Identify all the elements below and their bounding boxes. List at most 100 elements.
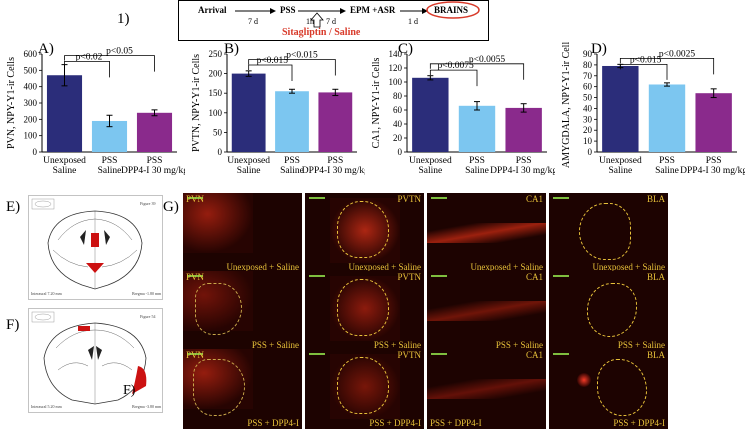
micrograph-condition-label: PSS + Saline bbox=[617, 340, 665, 350]
category-label: Saline bbox=[655, 166, 679, 176]
micrograph-condition-label: Unexposed + Saline bbox=[226, 262, 299, 272]
y-tick-label: 10 bbox=[583, 136, 593, 146]
timeline-step-epm: EPM +ASR bbox=[350, 5, 396, 15]
category-label: PSS bbox=[469, 156, 485, 166]
micrograph-ca1-pss: CA1 PSS + Saline bbox=[427, 271, 546, 351]
timeline-interval-2: 1h bbox=[306, 17, 314, 26]
significance-label: p<0.015 bbox=[630, 55, 662, 65]
timeline-step-brains: BRAINS bbox=[434, 5, 468, 15]
y-tick-label: 40 bbox=[583, 103, 593, 113]
y-tick-label: 600 bbox=[24, 49, 38, 59]
bar bbox=[695, 93, 732, 152]
micrograph-condition-label: PSS + Saline bbox=[251, 340, 299, 350]
panel-number: 1) bbox=[117, 11, 130, 27]
y-tick-label: 20 bbox=[583, 125, 593, 135]
y-axis-label: PVN, NPY-Y1-ir Cells bbox=[6, 57, 17, 149]
micrograph-region-label: BLA bbox=[647, 272, 665, 282]
scale-bar bbox=[553, 275, 569, 277]
atlas-bregma-f: Bregma -3.80 mm bbox=[132, 404, 162, 409]
category-label: DPP4-I 30 mg/kg bbox=[302, 166, 365, 176]
ca1-region-marker bbox=[78, 326, 90, 331]
y-tick-label: 70 bbox=[583, 71, 593, 81]
panel-label-d: D) bbox=[591, 41, 607, 57]
scale-bar bbox=[553, 353, 569, 355]
category-label: Saline bbox=[237, 166, 261, 176]
category-label: PSS bbox=[284, 156, 300, 166]
category-label: Unexposed bbox=[43, 156, 86, 166]
y-tick-label: 40 bbox=[393, 119, 403, 129]
y-tick-label: 0 bbox=[218, 147, 223, 157]
y-tick-label: 50 bbox=[583, 93, 593, 103]
micrograph-region-label: CA1 bbox=[525, 194, 543, 204]
atlas-interaural-e: Interaural 7.20 mm bbox=[31, 291, 63, 296]
y-tick-label: 80 bbox=[393, 91, 403, 101]
scale-bar bbox=[553, 197, 569, 199]
category-label: Saline bbox=[280, 166, 304, 176]
category-label: DPP4-I 30 mg/kg bbox=[490, 166, 555, 176]
significance-label: p<0.015 bbox=[286, 50, 318, 60]
y-tick-label: 100 bbox=[209, 108, 223, 118]
micrograph-region-label: PVN bbox=[186, 350, 205, 360]
scale-bar bbox=[309, 197, 325, 199]
pvn-region-marker bbox=[86, 263, 104, 273]
category-label: PSS bbox=[102, 156, 118, 166]
panel-label-g: G) bbox=[163, 199, 179, 215]
bla-region-marker bbox=[132, 366, 147, 394]
y-tick-label: 100 bbox=[24, 131, 38, 141]
atlas-interaural-f: Interaural 5.20 mm bbox=[31, 404, 63, 409]
y-tick-label: 300 bbox=[24, 98, 38, 108]
atlas-f-label: F) bbox=[123, 383, 136, 398]
scale-bar bbox=[187, 275, 203, 277]
category-label: Saline bbox=[98, 166, 122, 176]
micrograph-region-label: PVN bbox=[186, 194, 205, 204]
y-tick-label: 50 bbox=[213, 127, 223, 137]
micrograph-condition-label: PSS + Saline bbox=[373, 340, 421, 350]
micrograph-pvtn-unexposed: PVTN Unexposed + Saline bbox=[305, 193, 424, 273]
pvtn-region-marker bbox=[91, 233, 99, 247]
micrograph-bla-unexposed: BLA Unexposed + Saline bbox=[549, 193, 668, 273]
panel-label-e: E) bbox=[6, 199, 21, 215]
micrograph-condition-label: Unexposed + Saline bbox=[348, 262, 421, 272]
scale-bar bbox=[431, 275, 447, 277]
micrograph-bla-dpp4: BLA PSS + DPP4-I bbox=[549, 349, 668, 429]
chart-b: 0 50 100 150 200 250 PVTN, NPY-Y1-ir Cells Unex… bbox=[191, 49, 365, 176]
scale-bar bbox=[431, 197, 447, 199]
panel-label-b: B) bbox=[224, 41, 239, 57]
timeline-interval-4: 1 d bbox=[408, 17, 418, 26]
significance-bracket bbox=[619, 63, 668, 80]
micrograph-bla-pss: BLA PSS + Saline bbox=[549, 271, 668, 351]
brains-circle bbox=[426, 1, 480, 19]
significance-bracket bbox=[619, 57, 715, 75]
y-tick-label: 500 bbox=[24, 65, 38, 75]
y-tick-label: 60 bbox=[393, 105, 403, 115]
y-tick-label: 250 bbox=[209, 49, 223, 59]
bar bbox=[602, 65, 639, 152]
bar bbox=[231, 73, 266, 152]
panel-label-c: C) bbox=[398, 41, 413, 57]
atlas-section-f: Figure 54 F) Interaural 5.20 mm Bregma -… bbox=[28, 308, 163, 413]
category-label: Unexposed bbox=[227, 156, 270, 166]
micrograph-pvtn-dpp4: PVTN PSS + DPP4-I bbox=[305, 349, 424, 429]
micrograph-region-label: PVTN bbox=[397, 194, 421, 204]
atlas-figure-f: Figure 54 bbox=[140, 314, 155, 319]
micrograph-condition-label: Unexposed + Saline bbox=[592, 262, 665, 272]
y-tick-label: 90 bbox=[583, 49, 593, 59]
atlas-section-e: Figure 39 Interaural 7.20 mm Bregma -1.8… bbox=[28, 195, 163, 300]
y-tick-label: 150 bbox=[209, 88, 223, 98]
y-tick-label: 120 bbox=[389, 63, 403, 73]
category-label: PSS bbox=[706, 156, 722, 166]
category-label: Saline bbox=[608, 166, 632, 176]
micrograph-condition-label: PSS + Saline bbox=[495, 340, 543, 350]
significance-label: p<0.0075 bbox=[438, 61, 474, 71]
micrograph-region-label: CA1 bbox=[525, 350, 543, 360]
micrograph-pvn-unexposed: PVN Unexposed + Saline bbox=[183, 193, 302, 273]
timeline-interval-3: 7 d bbox=[326, 17, 336, 26]
y-tick-label: 0 bbox=[33, 147, 38, 157]
significance-label: p<0.0055 bbox=[469, 55, 505, 65]
scale-bar bbox=[431, 353, 447, 355]
micrograph-region-label: PVN bbox=[186, 272, 205, 282]
category-label: PSS bbox=[516, 156, 532, 166]
y-tick-label: 200 bbox=[209, 69, 223, 79]
micrograph-condition-label: PSS + DPP4-I bbox=[613, 418, 665, 428]
